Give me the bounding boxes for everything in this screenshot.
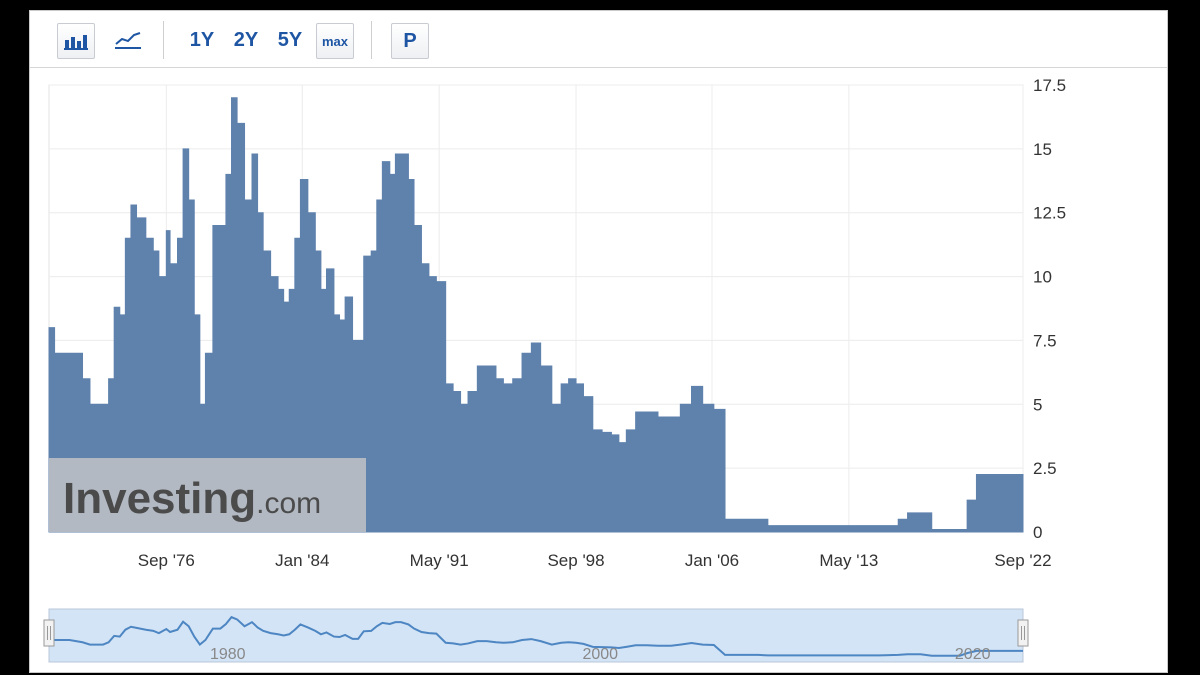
x-tick-label: May '13 [819,551,878,570]
range-navigator[interactable]: 1980 2000 2020 [43,608,1029,663]
x-tick-label: Jan '84 [275,551,329,570]
line-chart-button[interactable] [110,23,146,57]
navigator-line [48,615,1023,657]
x-tick-label: Jan '06 [685,551,739,570]
range-1y-button[interactable]: 1Y [189,28,215,51]
navigator-window[interactable] [48,608,1024,663]
investing-watermark: Investing.com [49,458,366,532]
bar-chart-icon [64,35,88,50]
y-tick-label: 15 [1033,140,1052,159]
p-button[interactable]: P [391,23,429,59]
navigator-label: 2020 [955,646,991,663]
chart-panel: 1Y 2Y 5Y max P Investing.com 0 2.5 5 7.5 10 1… [29,10,1168,673]
x-axis: Sep '76 Jan '84 May '91 Sep '98 Jan '06 May '… [138,551,1052,570]
range-max-button[interactable]: max [316,23,354,59]
x-tick-label: Sep '98 [547,551,604,570]
watermark-logo: Investing.com [63,474,321,523]
range-5y-button[interactable]: 5Y [277,28,303,51]
area-series [48,97,1024,533]
y-tick-label: 12.5 [1033,204,1066,223]
y-tick-label: 7.5 [1033,331,1057,350]
y-tick-label: 0 [1033,523,1042,542]
toolbar-separator [163,21,164,59]
navigator-label: 2000 [582,646,618,663]
interest-rate-chart: Investing.com 0 2.5 5 7.5 10 12.5 15 17.5 Sep '… [43,76,1066,663]
y-tick-label: 2.5 [1033,459,1057,478]
y-tick-label: 17.5 [1033,76,1066,95]
x-tick-label: Sep '22 [994,551,1051,570]
y-axis: 0 2.5 5 7.5 10 12.5 15 17.5 [1033,76,1066,542]
navigator-left-handle[interactable] [43,619,55,647]
chart-toolbar: 1Y 2Y 5Y max P [30,11,1167,68]
navigator-label: 1980 [210,646,246,663]
line-chart-icon [115,32,141,49]
toolbar-separator [371,21,372,59]
range-2y-button[interactable]: 2Y [233,28,259,51]
bar-chart-button[interactable] [57,23,95,59]
watermark-box [49,458,366,532]
y-tick-label: 10 [1033,268,1052,287]
y-tick-label: 5 [1033,395,1042,414]
x-tick-label: May '91 [410,551,469,570]
x-tick-label: Sep '76 [138,551,195,570]
navigator-right-handle[interactable] [1017,619,1029,647]
rate-area [48,97,1024,533]
